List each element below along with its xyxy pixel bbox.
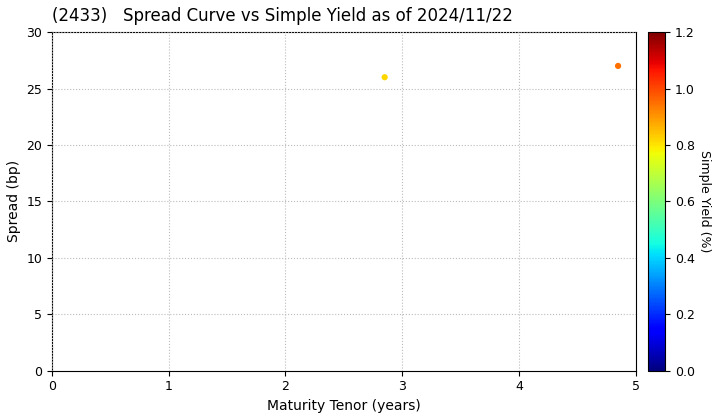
X-axis label: Maturity Tenor (years): Maturity Tenor (years) xyxy=(267,399,420,413)
Text: (2433)   Spread Curve vs Simple Yield as of 2024/11/22: (2433) Spread Curve vs Simple Yield as o… xyxy=(52,7,513,25)
Y-axis label: Spread (bp): Spread (bp) xyxy=(7,160,21,242)
Point xyxy=(612,63,624,69)
Y-axis label: Simple Yield (%): Simple Yield (%) xyxy=(698,150,711,252)
Point xyxy=(379,74,390,81)
